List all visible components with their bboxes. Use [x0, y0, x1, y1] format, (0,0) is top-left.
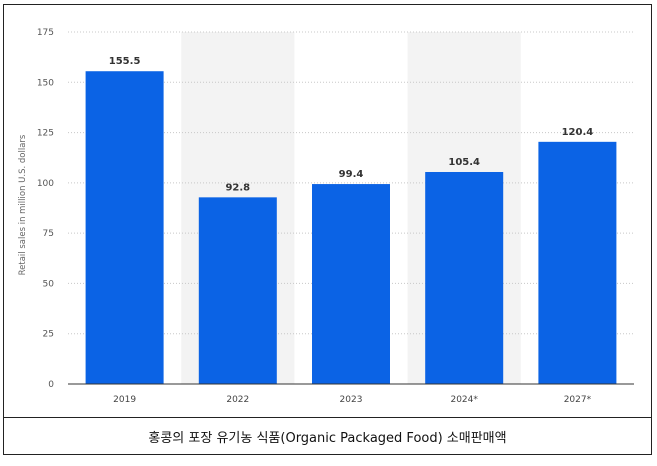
x-tick-label: 2027*	[564, 395, 592, 405]
y-axis-ticks: 0 25 50 75 100 125 150 175	[37, 28, 54, 390]
y-tick-label: 75	[43, 229, 54, 239]
bars	[85, 71, 617, 385]
y-tick-label: 50	[43, 279, 55, 289]
caption-box: 홍콩의 포장 유기농 식품(Organic Packaged Food) 소매판…	[3, 417, 652, 455]
value-label: 92.8	[225, 182, 250, 193]
bar-0	[85, 71, 164, 385]
y-tick-label: 100	[37, 179, 54, 189]
x-axis-ticks: 2019 2022 2023 2024* 2027*	[113, 395, 591, 405]
value-label: 120.4	[562, 127, 594, 138]
y-axis-label: Retail sales in million U.S. dollars	[18, 134, 28, 275]
bar-4	[538, 141, 617, 384]
y-tick-label: 175	[37, 28, 54, 38]
value-label: 105.4	[448, 157, 480, 168]
chart-caption: 홍콩의 포장 유기농 식품(Organic Packaged Food) 소매판…	[148, 430, 507, 446]
y-tick-label: 25	[43, 330, 54, 340]
y-tick-label: 150	[37, 78, 54, 88]
x-tick-label: 2019	[113, 395, 136, 405]
value-label: 99.4	[339, 169, 364, 180]
bar-3	[425, 171, 504, 384]
bar-2	[312, 184, 390, 384]
x-tick-label: 2024*	[450, 395, 478, 405]
bar-1	[198, 197, 277, 384]
y-tick-label: 0	[48, 380, 54, 390]
value-labels: 155.5 92.8 99.4 105.4 120.4	[109, 56, 593, 193]
x-tick-label: 2023	[340, 395, 363, 405]
x-tick-label: 2022	[226, 395, 249, 405]
value-label: 155.5	[109, 56, 141, 67]
y-tick-label: 125	[37, 129, 54, 139]
